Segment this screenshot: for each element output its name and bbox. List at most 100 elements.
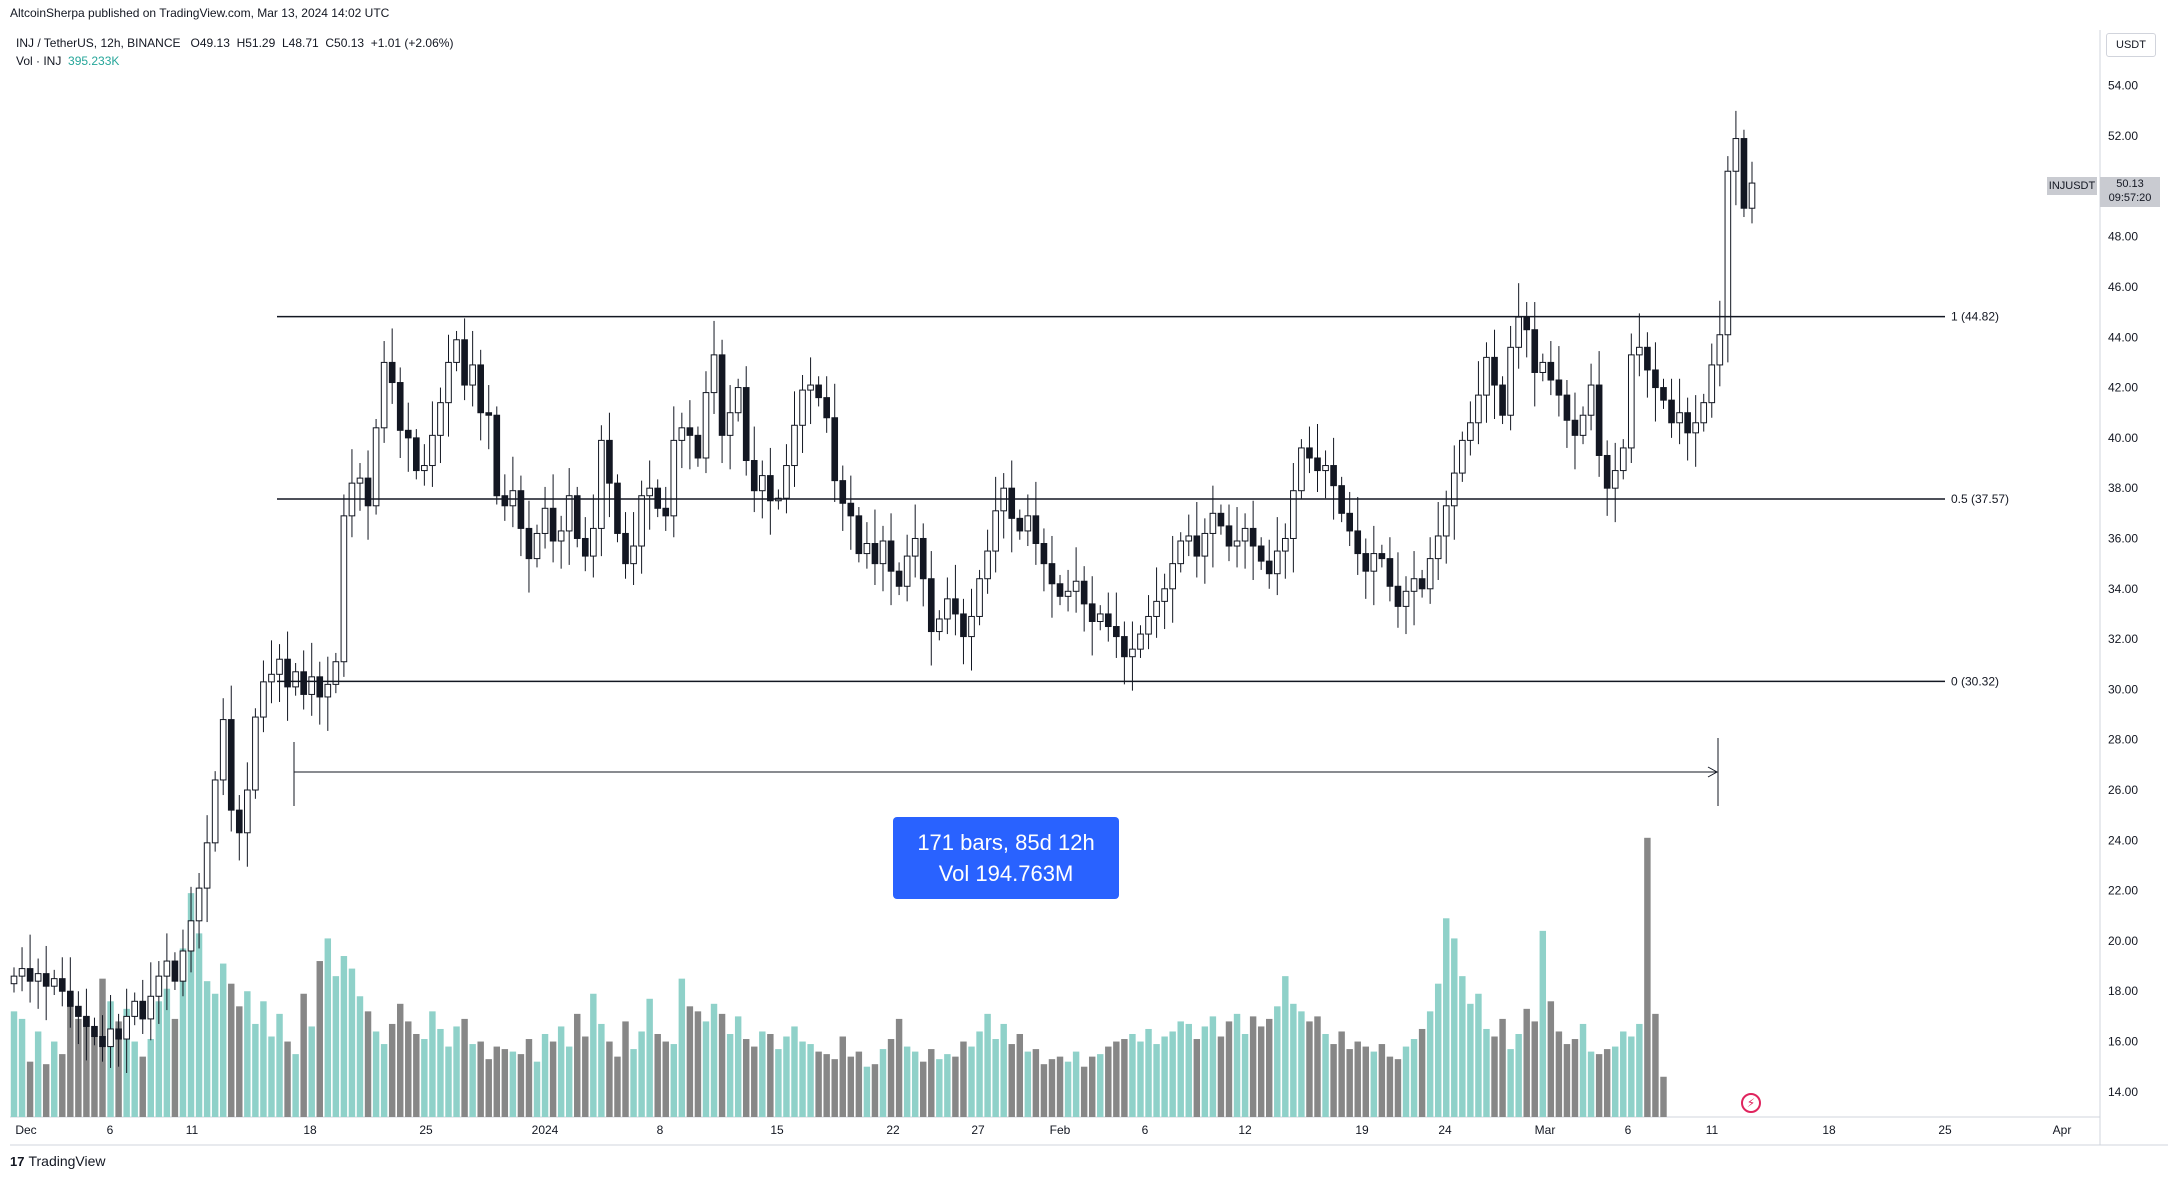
volume-bar bbox=[1644, 837, 1651, 1117]
volume-bar bbox=[1394, 1059, 1402, 1117]
candle-body bbox=[565, 495, 573, 532]
candle-body bbox=[1056, 583, 1064, 597]
volume-bar bbox=[1298, 1011, 1305, 1117]
candle-body bbox=[1603, 454, 1611, 489]
candle-body bbox=[517, 490, 525, 529]
volume-bar bbox=[1137, 1041, 1144, 1117]
volume-bar bbox=[751, 1046, 758, 1117]
candle-body bbox=[1362, 553, 1370, 572]
candle-body bbox=[485, 412, 493, 416]
volume-bar bbox=[1016, 1033, 1024, 1117]
candle-body bbox=[26, 968, 34, 982]
volume-bar bbox=[493, 1046, 500, 1117]
volume-bar bbox=[791, 1026, 798, 1117]
candle-body bbox=[1716, 334, 1724, 366]
price-tick-label: 54.00 bbox=[2108, 79, 2138, 93]
volume-row: Vol · INJ 395.233K bbox=[16, 52, 453, 70]
volume-bar bbox=[1040, 1064, 1048, 1117]
candle-body bbox=[919, 537, 927, 580]
candle-body bbox=[1660, 387, 1667, 401]
candle-body bbox=[10, 975, 18, 985]
volume-bar bbox=[316, 961, 323, 1117]
volume-bar bbox=[1571, 1039, 1579, 1117]
candle-body bbox=[372, 427, 380, 507]
tradingview-mark-icon: 17 bbox=[10, 1154, 25, 1169]
candle-body bbox=[1225, 525, 1233, 547]
volume-bar bbox=[147, 1039, 155, 1117]
candle-body bbox=[1314, 457, 1321, 472]
candle-body bbox=[1161, 588, 1168, 602]
price-tick-label: 24.00 bbox=[2108, 833, 2138, 847]
volume-bar bbox=[67, 996, 74, 1117]
volume-bar bbox=[1620, 1031, 1627, 1117]
volume-bar bbox=[203, 981, 211, 1117]
volume-bar bbox=[509, 1051, 517, 1117]
volume-bar bbox=[445, 1046, 452, 1117]
time-tick-label: 25 bbox=[1938, 1123, 1952, 1137]
volume-bar bbox=[710, 1003, 718, 1117]
candle-body bbox=[50, 978, 58, 987]
candle-body bbox=[1064, 590, 1072, 597]
time-tick-label: 27 bbox=[971, 1123, 985, 1137]
volume-bar bbox=[807, 1044, 814, 1117]
low-value: 48.71 bbox=[288, 36, 319, 50]
volume-bar bbox=[284, 1041, 291, 1117]
candle-body bbox=[1016, 517, 1024, 532]
price-tick-label: 32.00 bbox=[2108, 632, 2138, 646]
volume-bar bbox=[1418, 1028, 1426, 1117]
measure-label: 171 bars, 85d 12h Vol 194.763M bbox=[893, 817, 1119, 899]
candle-body bbox=[1483, 356, 1490, 396]
volume-bar bbox=[1274, 1006, 1281, 1117]
volume-bar bbox=[1266, 1018, 1273, 1117]
candle-body bbox=[1467, 422, 1474, 441]
candle-body bbox=[702, 392, 710, 459]
candle-body bbox=[1104, 613, 1112, 628]
candle-body bbox=[855, 515, 863, 555]
volume-bar bbox=[10, 1011, 18, 1117]
lightning-icon[interactable]: ⚡ bbox=[1741, 1093, 1761, 1113]
volume-bar bbox=[388, 1023, 396, 1117]
candle-body bbox=[380, 361, 388, 429]
currency-selector[interactable]: USDT bbox=[2106, 33, 2156, 57]
candle-body bbox=[903, 555, 911, 587]
candle-body bbox=[1233, 540, 1241, 547]
volume-bar bbox=[34, 1031, 42, 1117]
candle-body bbox=[960, 613, 967, 638]
symbol-label[interactable]: INJ / TetherUS, 12h, BINANCE bbox=[16, 36, 181, 50]
candle-body bbox=[847, 502, 855, 517]
candle-body bbox=[1008, 487, 1016, 519]
high-label: H bbox=[236, 36, 246, 50]
volume-bar bbox=[91, 1036, 98, 1117]
volume-bar bbox=[903, 1046, 911, 1117]
volume-bar bbox=[421, 1039, 428, 1117]
volume-bar bbox=[1072, 1051, 1080, 1117]
volume-bar bbox=[855, 1051, 863, 1117]
price-tick-label: 22.00 bbox=[2108, 884, 2138, 898]
volume-bar bbox=[51, 1041, 58, 1117]
tradingview-logo[interactable]: 17 TradingView bbox=[10, 1153, 106, 1169]
candle-body bbox=[1153, 600, 1160, 617]
candle-body bbox=[1040, 543, 1048, 565]
time-tick-label: 15 bbox=[770, 1123, 784, 1137]
volume-bar bbox=[928, 1049, 935, 1117]
volume-bar bbox=[1056, 1056, 1064, 1117]
volume-bar bbox=[1169, 1031, 1176, 1117]
candle-body bbox=[123, 1015, 130, 1040]
volume-bar bbox=[646, 998, 653, 1117]
price-tick-label: 28.00 bbox=[2108, 733, 2138, 747]
volume-bar bbox=[260, 1001, 267, 1117]
volume-label[interactable]: Vol · INJ bbox=[16, 54, 62, 68]
candle-body bbox=[187, 920, 195, 952]
volume-bar bbox=[984, 1013, 991, 1117]
volume-bar bbox=[1475, 993, 1482, 1117]
volume-bar bbox=[228, 983, 235, 1117]
candle-body bbox=[1555, 379, 1563, 396]
candle-body bbox=[581, 537, 589, 557]
candle-body bbox=[783, 465, 790, 499]
volume-bar bbox=[1217, 1036, 1225, 1117]
open-label: O bbox=[190, 36, 200, 50]
volume-bar bbox=[1483, 1028, 1490, 1117]
volume-bar bbox=[879, 1049, 887, 1117]
candle-body bbox=[670, 439, 678, 517]
